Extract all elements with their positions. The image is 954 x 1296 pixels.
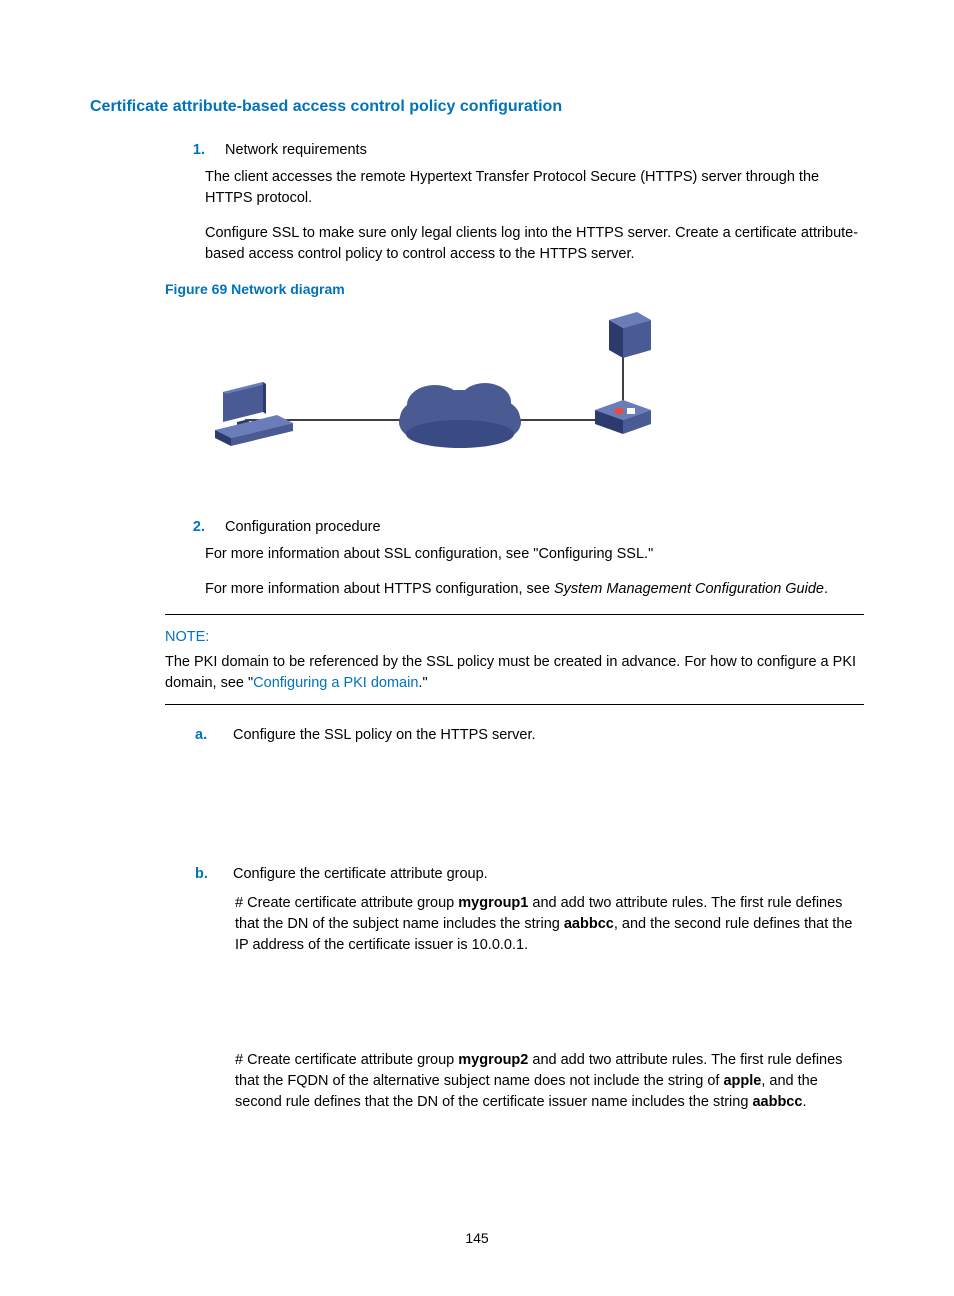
bold-term: apple	[723, 1073, 761, 1089]
italic-title: System Management Configuration Guide	[554, 581, 824, 597]
text-run: For more information about HTTPS configu…	[205, 581, 554, 597]
step-heading: Network requirements	[225, 140, 864, 161]
note-box: NOTE: The PKI domain to be referenced by…	[165, 614, 864, 705]
bold-term: aabbcc	[752, 1094, 802, 1110]
network-diagram	[185, 310, 864, 487]
server-icon	[609, 312, 651, 358]
note-label: NOTE:	[165, 627, 864, 648]
substep-letter: a.	[195, 725, 233, 746]
section-heading: Certificate attribute-based access contr…	[90, 95, 864, 118]
router-icon	[595, 400, 651, 434]
substep-b: b. Configure the certificate attribute g…	[195, 864, 864, 885]
step-number: 1.	[165, 140, 225, 161]
text-run: # Create certificate attribute group	[235, 1052, 458, 1068]
step-heading: Configuration procedure	[225, 517, 864, 538]
bold-term: aabbcc	[564, 916, 614, 932]
substep-b-paragraph-2: # Create certificate attribute group myg…	[90, 1050, 864, 1113]
host-icon	[215, 382, 293, 446]
link-configuring-pki-domain[interactable]: Configuring a PKI domain	[253, 675, 418, 691]
step-2-paragraph-1: For more information about SSL configura…	[90, 544, 864, 565]
text-run: # Create certificate attribute group	[235, 895, 458, 911]
cloud-icon	[399, 383, 521, 448]
step-number: 2.	[165, 517, 225, 538]
substep-heading: Configure the certificate attribute grou…	[233, 864, 864, 885]
bold-term: mygroup1	[458, 895, 528, 911]
step-1: 1. Network requirements	[165, 140, 864, 161]
note-text: The PKI domain to be referenced by the S…	[165, 652, 864, 694]
figure-label: Figure 69 Network diagram	[165, 279, 864, 299]
step-1-paragraph-2: Configure SSL to make sure only legal cl…	[90, 223, 864, 265]
step-2: 2. Configuration procedure	[165, 517, 864, 538]
bold-term: mygroup2	[458, 1052, 528, 1068]
text-run: ."	[418, 675, 427, 691]
substep-heading: Configure the SSL policy on the HTTPS se…	[233, 725, 864, 746]
substep-a: a. Configure the SSL policy on the HTTPS…	[195, 725, 864, 746]
step-1-paragraph-1: The client accesses the remote Hypertext…	[90, 167, 864, 209]
step-2-paragraph-2: For more information about HTTPS configu…	[90, 579, 864, 600]
text-run: .	[802, 1094, 806, 1110]
page-number: 145	[0, 1228, 954, 1248]
substep-letter: b.	[195, 864, 233, 885]
substep-b-paragraph-1: # Create certificate attribute group myg…	[90, 893, 864, 956]
